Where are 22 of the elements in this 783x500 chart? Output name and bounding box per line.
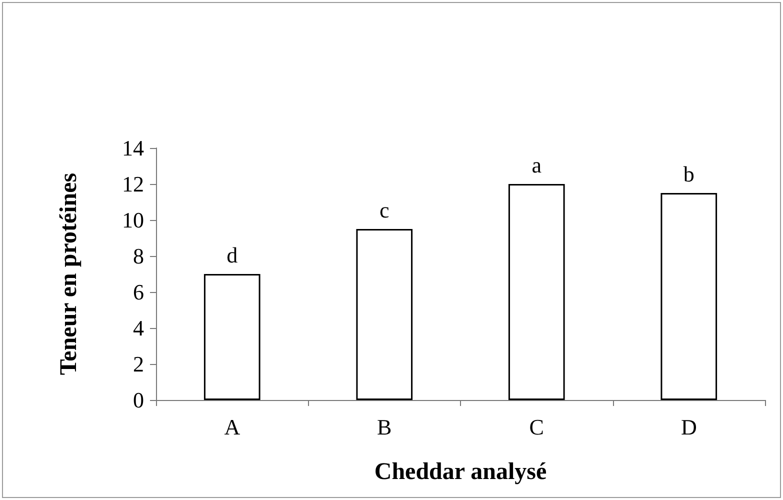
y-tick-label: 4: [133, 316, 144, 340]
x-tick-label: D: [680, 414, 697, 440]
x-axis-title: Cheddar analysé: [374, 459, 547, 485]
x-tick-label: B: [377, 414, 392, 440]
y-tick-label: 8: [133, 244, 144, 268]
y-tick-label: 12: [122, 172, 144, 196]
y-tick-label: 6: [133, 280, 144, 304]
bar: [660, 193, 718, 400]
bar: [356, 229, 413, 400]
y-tick-label: 0: [133, 388, 144, 412]
y-axis-title: Teneur en protéines: [56, 172, 82, 376]
annotation: d: [226, 242, 238, 268]
annotation: c: [379, 198, 390, 222]
annotation: a: [532, 152, 542, 178]
y-tick-label: 14: [122, 136, 144, 160]
bar: [204, 274, 260, 400]
x-tick-label: A: [224, 414, 240, 440]
x-tick-label: C: [529, 414, 544, 440]
y-tick-label: 10: [122, 208, 144, 232]
annotation: b: [683, 162, 694, 186]
y-tick-label: 2: [133, 352, 144, 376]
bar: [508, 184, 565, 400]
